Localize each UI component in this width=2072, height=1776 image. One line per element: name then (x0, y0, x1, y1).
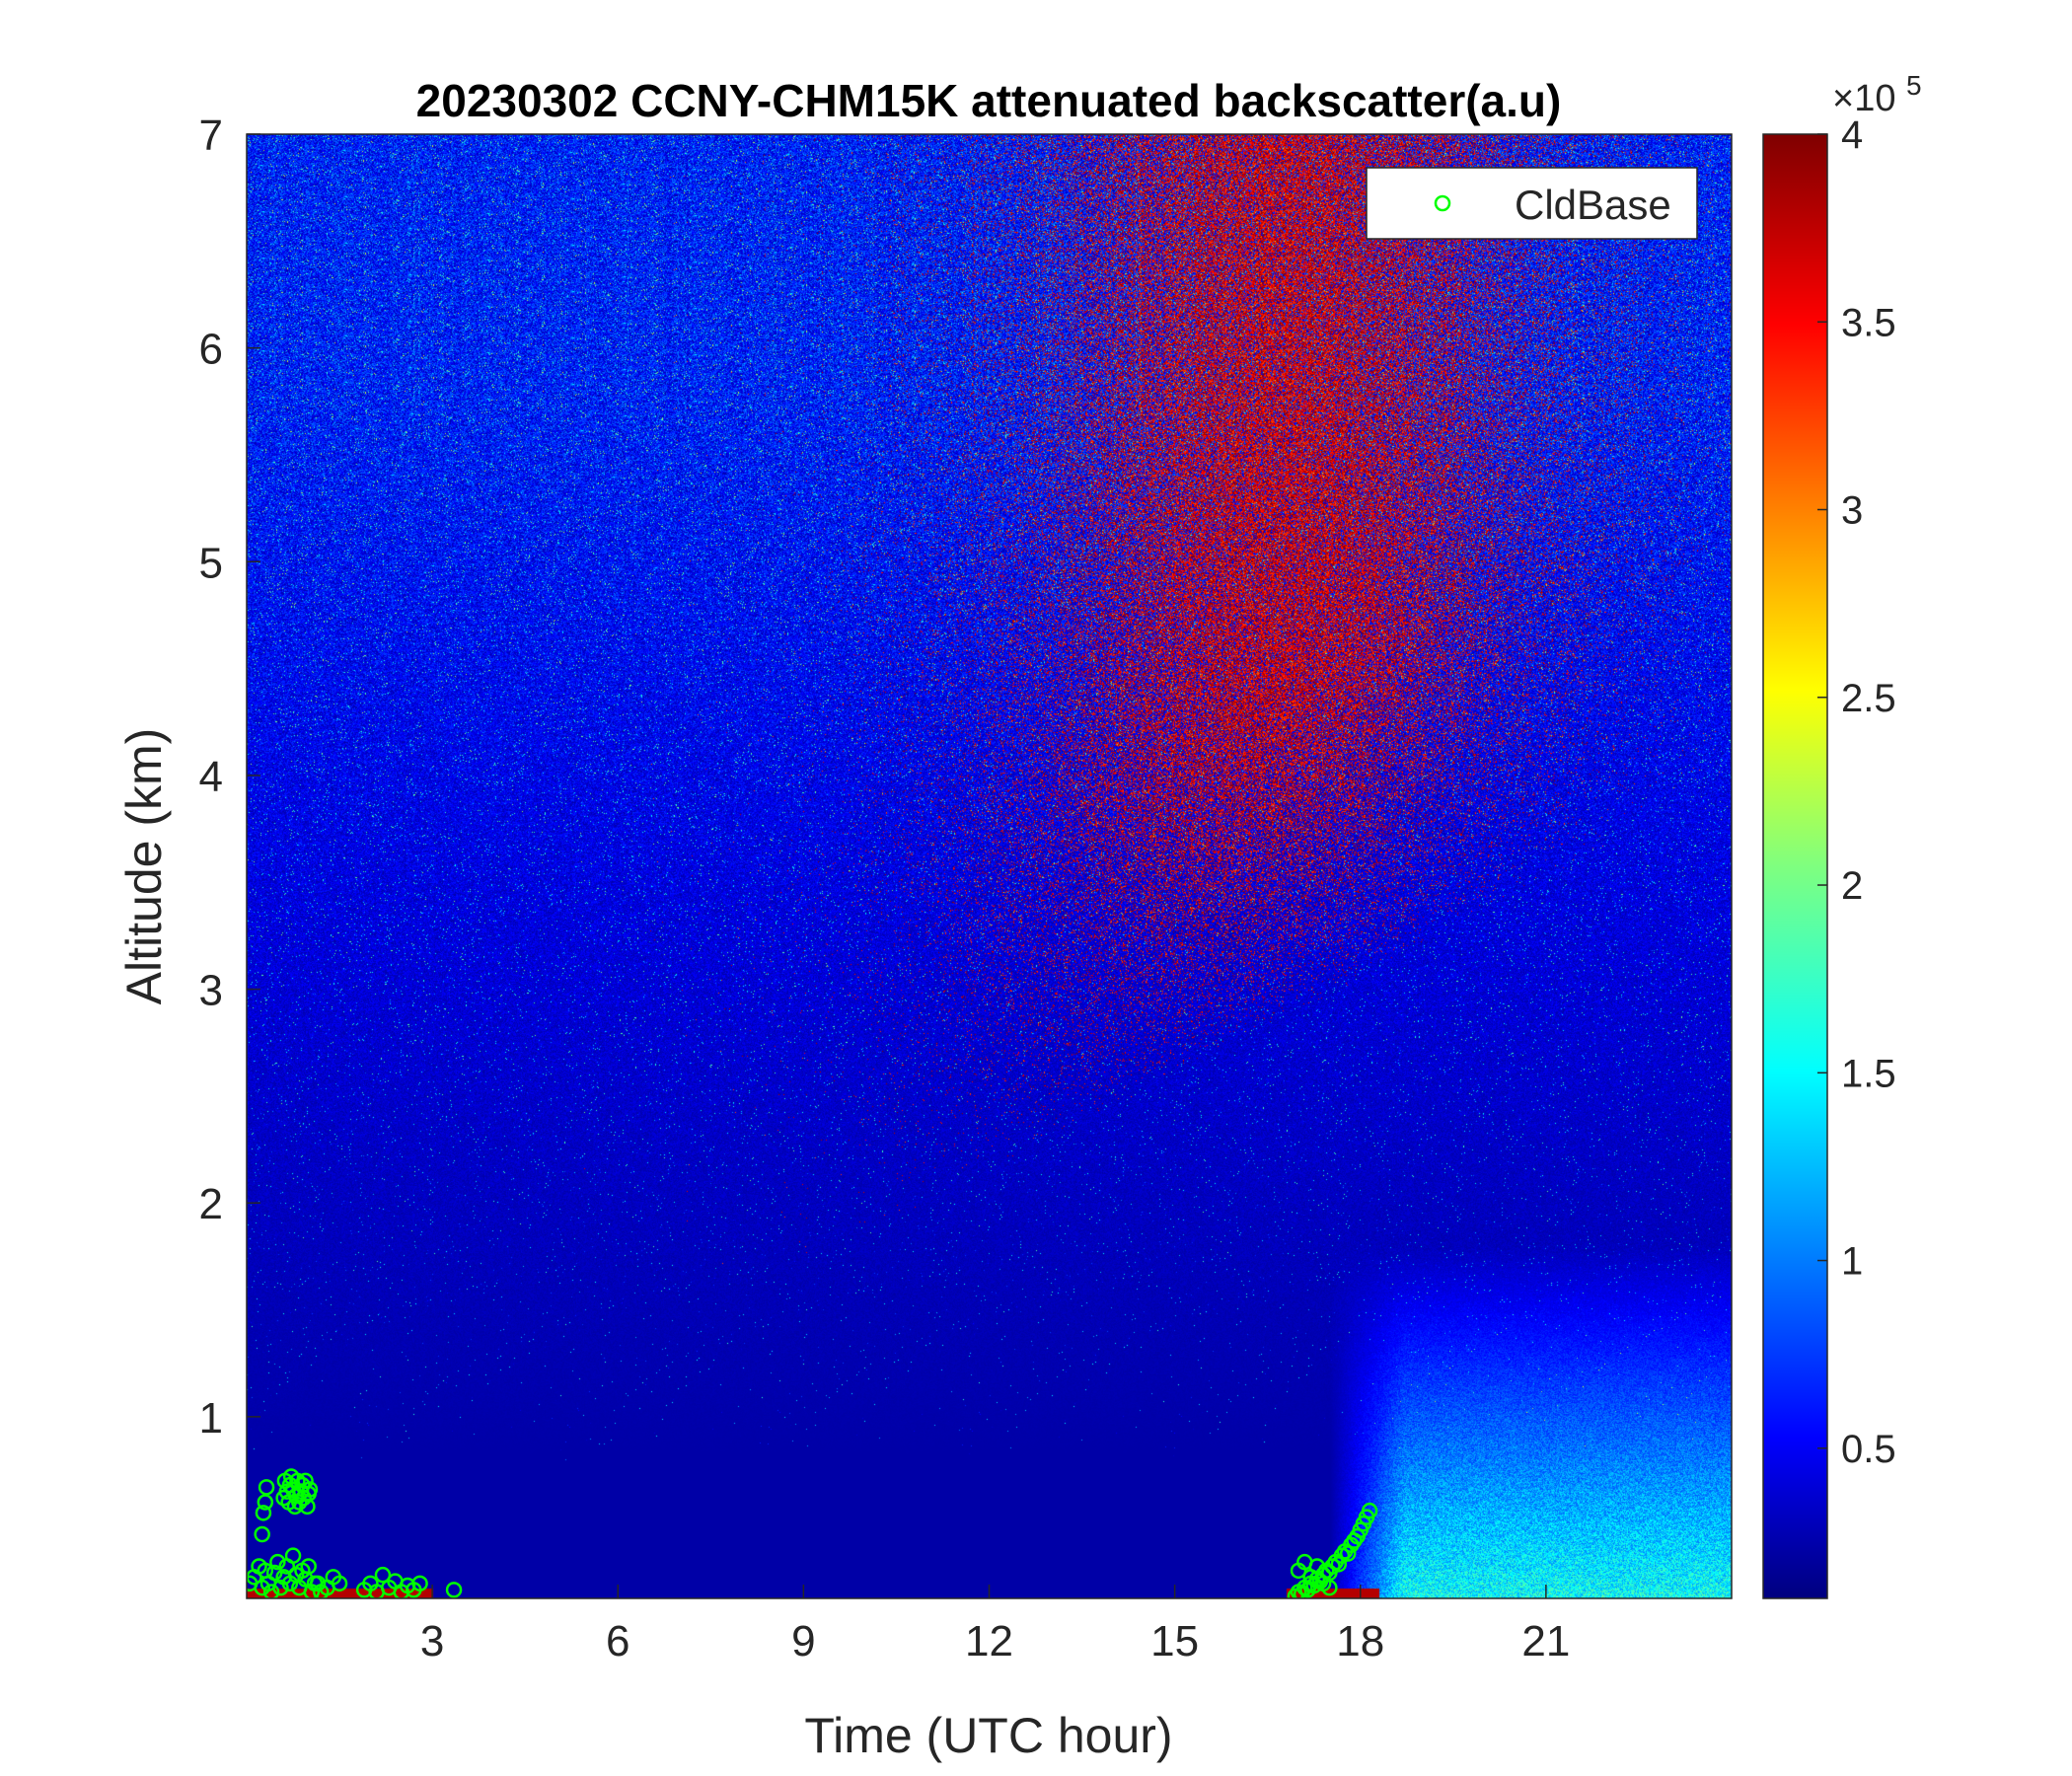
colorbar-tick-label: 4 (1841, 113, 1863, 157)
cldbase-point (1321, 1579, 1338, 1596)
cldbase-point (254, 1525, 270, 1543)
y-axis-label: Altitude (km) (116, 728, 172, 1005)
cldbase-point (374, 1566, 392, 1584)
cldbase-point (291, 1494, 308, 1511)
x-axis: 3 6 9 12 15 18 21 (420, 1585, 1570, 1665)
cldbase-point (445, 1582, 463, 1598)
legend-label-cldbase: CldBase (1515, 182, 1671, 228)
x-tick-label: 18 (1336, 1617, 1384, 1665)
y-axis: 1 2 3 4 5 6 7 (199, 111, 260, 1443)
legend-box (1366, 167, 1698, 240)
y-tick-label: 1 (199, 1394, 223, 1443)
cldbase-point (269, 1553, 286, 1571)
colorbar-tick-label: 1.5 (1841, 1052, 1896, 1095)
colorbar-tick-label: 3.5 (1841, 301, 1896, 344)
colorbar-tick-label: 2 (1841, 864, 1863, 908)
cldbase-point (1339, 1545, 1357, 1562)
cldbase-point (1361, 1502, 1378, 1519)
y-tick-label: 2 (199, 1180, 223, 1228)
cldbase-point (284, 1547, 302, 1564)
x-tick-label: 3 (420, 1617, 444, 1665)
cldbase-point (309, 1575, 327, 1592)
heatmap-image (247, 134, 1732, 1598)
colorbar-tick-label: 0.5 (1841, 1428, 1896, 1471)
cldbase-markers (247, 1468, 1378, 1598)
y-tick-label: 5 (199, 539, 223, 587)
x-tick-label: 12 (965, 1617, 1013, 1665)
cldbase-point (265, 1564, 283, 1582)
colorbar-multiplier: ×10 5 (1832, 70, 1922, 119)
y-tick-label: 3 (199, 967, 223, 1015)
legend: CldBase (1366, 167, 1698, 240)
colorbar: 0.5 1 1.5 2 2.5 3 3.5 4 ×10 5 (1762, 70, 1922, 1599)
x-tick-label: 21 (1521, 1617, 1570, 1665)
colorbar-tick-label: 3 (1841, 489, 1863, 533)
x-tick-label: 15 (1150, 1617, 1199, 1665)
cldbase-point (286, 1498, 304, 1516)
y-tick-label: 6 (199, 326, 223, 374)
cldbase-point (1308, 1558, 1326, 1575)
cldbase-point (258, 1479, 275, 1496)
cldbase-point (411, 1575, 428, 1592)
colorbar-exponent: 5 (1906, 70, 1922, 101)
colorbar-tick-label: 2.5 (1841, 677, 1896, 720)
cldbase-point (1330, 1556, 1348, 1573)
cldbase-point (301, 1481, 319, 1498)
colorbar-ticks: 0.5 1 1.5 2 2.5 3 3.5 4 (1817, 113, 1896, 1471)
y-tick-label: 7 (199, 111, 223, 160)
cldbase-point (262, 1584, 280, 1598)
y-tick-label: 4 (199, 753, 223, 801)
colorbar-gradient (1762, 133, 1828, 1599)
cldbase-point (257, 1494, 274, 1511)
cldbase-point (331, 1575, 348, 1592)
cldbase-point (300, 1558, 317, 1575)
chart-title: 20230302 CCNY-CHM15K attenuated backscat… (416, 75, 1562, 126)
cldbase-point (272, 1579, 289, 1596)
legend-marker (1434, 194, 1451, 212)
cldbase-point (255, 1505, 272, 1521)
cldbase-point (289, 1472, 306, 1490)
x-tick-label: 9 (791, 1617, 815, 1665)
x-axis-label: Time (UTC hour) (804, 1708, 1172, 1763)
plot-area (247, 134, 1732, 1598)
colorbar-tick-label: 1 (1841, 1240, 1863, 1284)
x-tick-label: 6 (606, 1617, 629, 1665)
